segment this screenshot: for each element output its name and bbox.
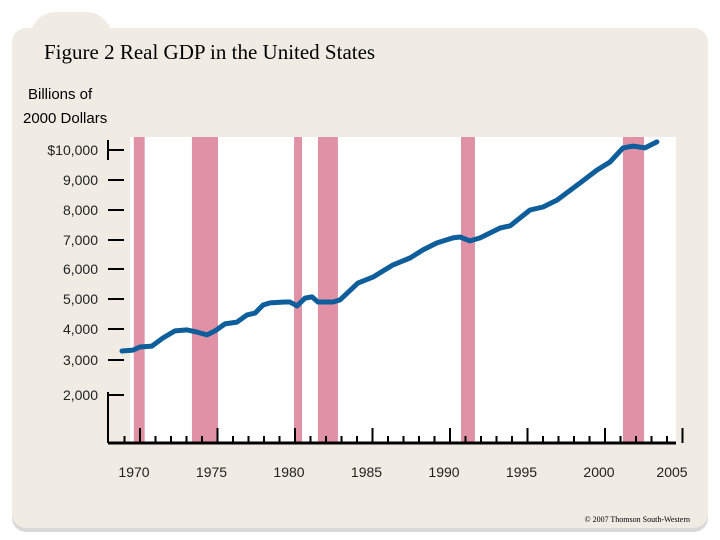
- y-axis-label-line1: Billions of: [28, 86, 93, 103]
- y-tick-label: 6,000: [63, 261, 98, 277]
- x-tick-label: 1995: [506, 464, 537, 480]
- y-tick-label: 4,000: [63, 321, 98, 337]
- recession-bar: [622, 137, 645, 443]
- y-axis-label-line2: 2000 Dollars: [23, 110, 108, 127]
- x-tick-label: 1990: [428, 464, 459, 480]
- recession-bar: [191, 137, 218, 443]
- x-tick-label: 1970: [118, 464, 149, 480]
- copyright: © 2007 Thomson South-Western: [584, 515, 690, 524]
- y-tick-label: 8,000: [63, 202, 98, 218]
- x-tick-label: 2005: [656, 464, 687, 480]
- y-tick-label: 7,000: [63, 232, 98, 248]
- x-tick-label: 1985: [351, 464, 382, 480]
- y-tick-label: 3,000: [63, 352, 98, 368]
- gdp-line: [119, 139, 660, 354]
- x-tick-label: 1980: [273, 464, 304, 480]
- y-tick-label: 2,000: [63, 387, 98, 403]
- x-tick-label: 1975: [196, 464, 227, 480]
- x-tick-label: 2000: [583, 464, 614, 480]
- recession-bar: [294, 137, 302, 443]
- y-tick-label: 5,000: [63, 291, 98, 307]
- y-tick-label: 9,000: [63, 172, 98, 188]
- y-tick-label: $10,000: [47, 142, 98, 158]
- chart-title: Figure 2 Real GDP in the United States: [44, 40, 376, 64]
- recession-bar: [133, 137, 145, 443]
- recession-bar: [317, 137, 338, 443]
- plot-area: [130, 137, 676, 443]
- recession-bar: [461, 137, 475, 443]
